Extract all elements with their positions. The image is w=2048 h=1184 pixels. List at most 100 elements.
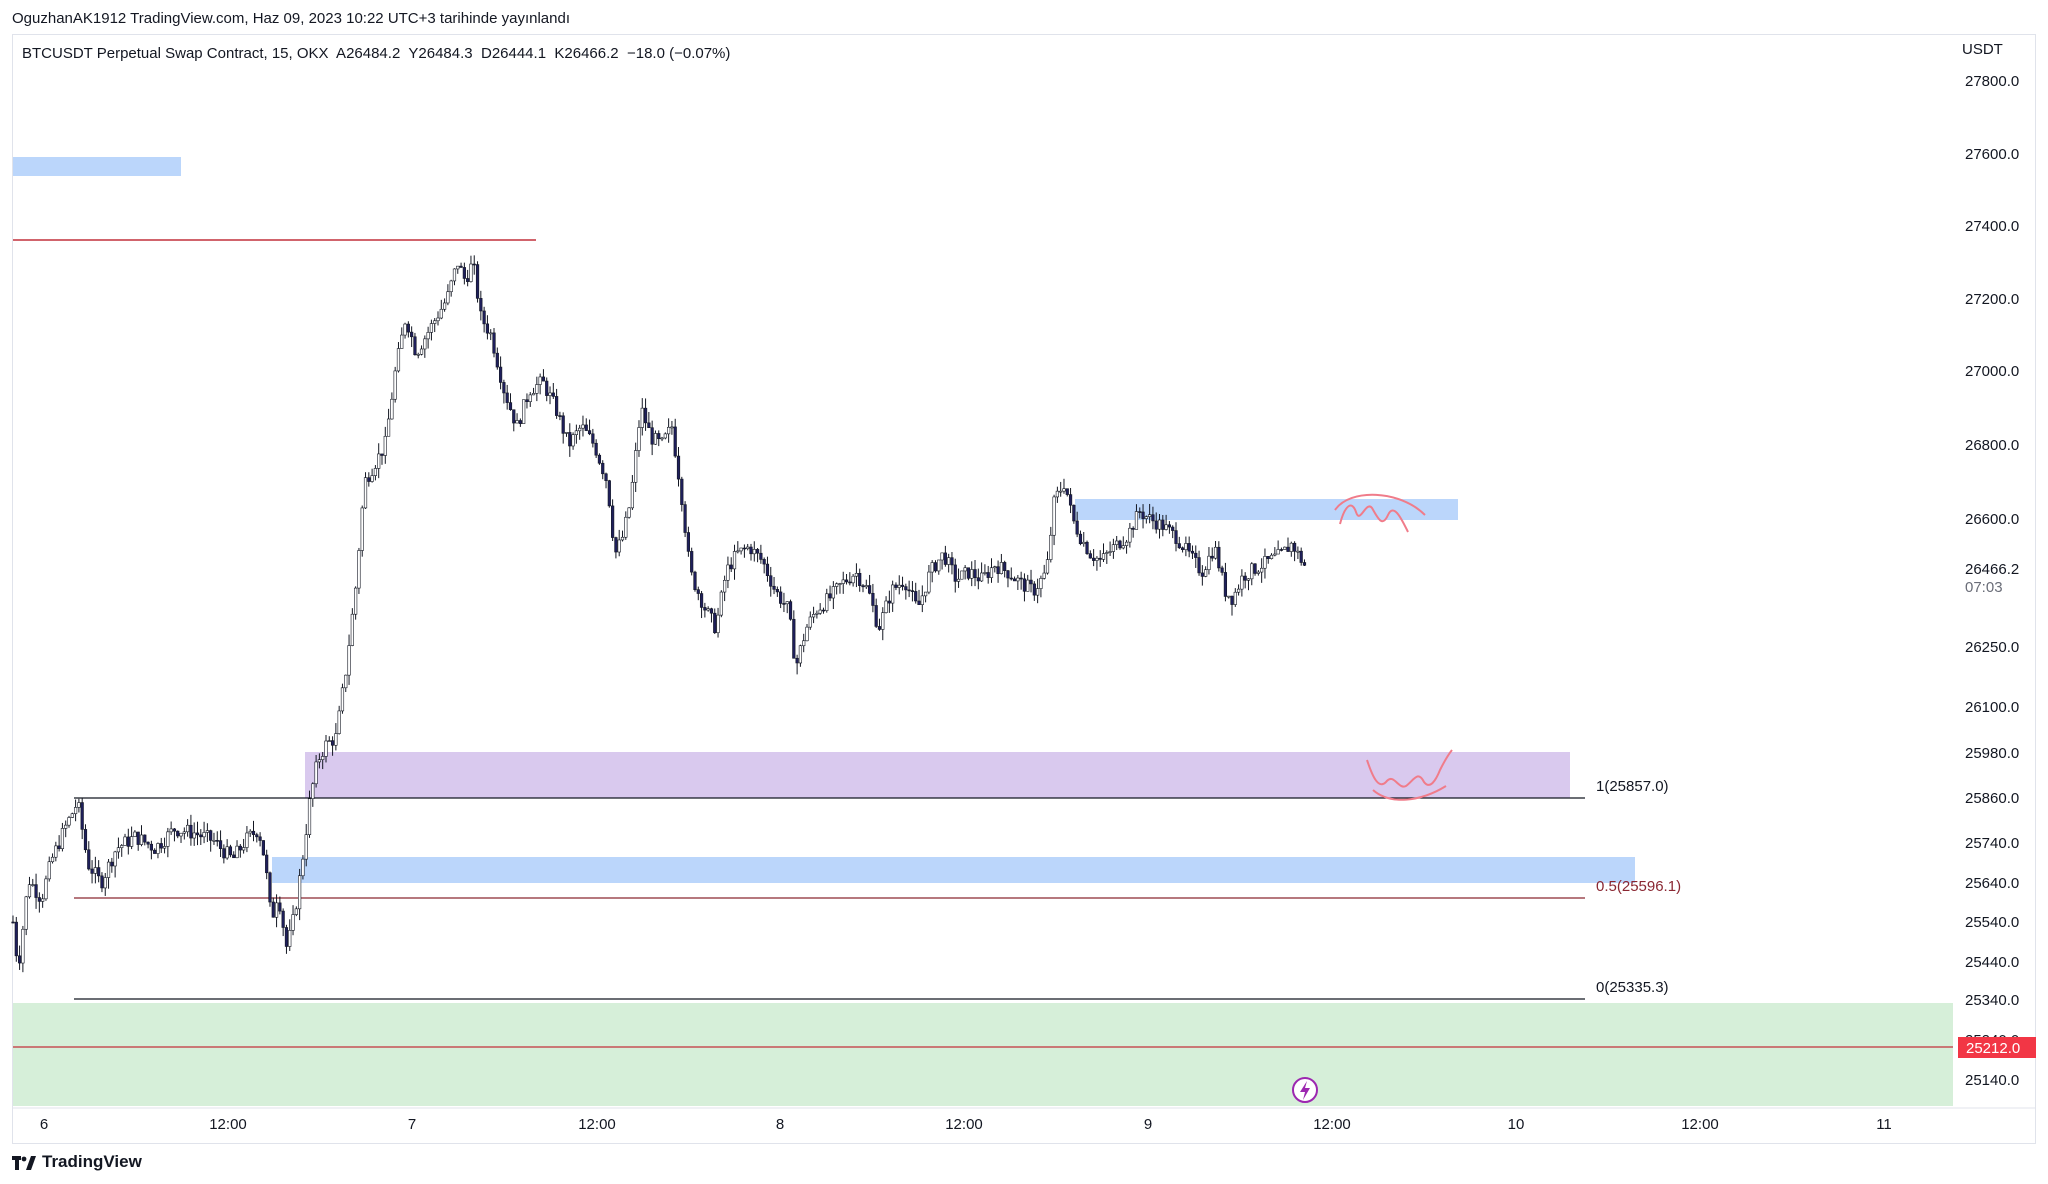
- blue-zone-mid[interactable]: [272, 857, 1635, 883]
- candle-body: [149, 843, 153, 851]
- candle-body: [489, 332, 493, 335]
- candle-body: [215, 840, 219, 842]
- candle-body: [1131, 527, 1135, 530]
- candles-group: [11, 255, 1307, 973]
- low-value: 26444.1: [491, 45, 547, 62]
- high-label: Y: [408, 45, 419, 62]
- drawing-arc-top[interactable]: [1334, 493, 1426, 516]
- candle-body: [472, 263, 476, 266]
- candle-body: [218, 840, 223, 849]
- candle-body: [775, 589, 779, 593]
- candle-body: [1289, 542, 1293, 552]
- drawing-squiggle-bottom[interactable]: [1366, 749, 1453, 788]
- candle-body: [1197, 557, 1201, 574]
- time-tick-label: 9: [1144, 1116, 1152, 1133]
- candle-body: [1049, 534, 1053, 560]
- candle-body: [1223, 572, 1228, 597]
- chart-frame[interactable]: [12, 34, 2036, 1144]
- candle-body: [179, 832, 183, 837]
- candle-body: [77, 802, 81, 808]
- candle-body: [159, 843, 163, 849]
- time-tick-label: 10: [1508, 1116, 1525, 1133]
- symbol-name: BTCUSDT Perpetual Swap Contract, 15, OKX: [22, 45, 329, 62]
- candle-body: [986, 572, 990, 578]
- candle-body: [1115, 540, 1119, 545]
- candle-body: [406, 323, 410, 333]
- candle-body: [723, 579, 727, 593]
- candle-body: [344, 674, 348, 689]
- candle-body: [156, 843, 160, 854]
- published-by-line: OguzhanAK1912 TradingView.com, Haz 09, 2…: [12, 10, 570, 27]
- candle-body: [1019, 577, 1023, 580]
- candle-body: [452, 268, 457, 282]
- candle-body: [1003, 562, 1007, 571]
- candle-body: [989, 567, 994, 578]
- tradingview-logo[interactable]: TradingView: [12, 1152, 142, 1172]
- candle-body: [620, 536, 625, 541]
- drawing-squiggle-top[interactable]: [1339, 504, 1409, 533]
- price-tick-label: 25980.0: [1965, 745, 2019, 762]
- candle-body: [999, 562, 1003, 574]
- candle-body: [347, 645, 351, 676]
- candle-body: [113, 851, 117, 867]
- candle-body: [548, 392, 552, 396]
- alert-price-badge[interactable]: 25212.0: [1958, 1037, 2036, 1058]
- candle-body: [746, 546, 750, 549]
- candle-body: [947, 557, 951, 565]
- last-price-badge[interactable]: 26466.2 07:03: [1965, 561, 2019, 596]
- time-tick-label: 12:00: [945, 1116, 983, 1133]
- candle-body: [555, 396, 559, 416]
- drawing-arc-bottom[interactable]: [1372, 785, 1447, 801]
- candle-body: [1256, 571, 1260, 574]
- candle-body: [324, 740, 328, 757]
- candle-body: [17, 955, 22, 964]
- candle-body: [120, 845, 124, 848]
- currency-label[interactable]: USDT: [1962, 41, 2003, 58]
- candle-body: [1022, 578, 1027, 592]
- candle-body: [782, 603, 786, 605]
- candle-body: [858, 572, 862, 586]
- candle-body: [900, 584, 905, 587]
- candle-body: [693, 571, 697, 590]
- candle-body: [1171, 526, 1175, 531]
- candle-body: [739, 547, 743, 552]
- price-tick-label: 26100.0: [1965, 699, 2019, 716]
- candle-body: [419, 348, 424, 355]
- lightning-icon[interactable]: [1292, 1077, 1318, 1103]
- candle-body: [518, 420, 522, 424]
- candle-body: [1062, 488, 1066, 492]
- candle-body: [591, 433, 595, 444]
- purple-zone-demand[interactable]: [305, 752, 1570, 798]
- candle-body: [1144, 516, 1148, 519]
- candle-body: [176, 830, 180, 837]
- candle-body: [93, 867, 97, 874]
- candle-body: [271, 901, 275, 918]
- candle-body: [202, 832, 206, 838]
- candle-body: [920, 595, 924, 605]
- candle-body: [1039, 578, 1043, 589]
- time-axis[interactable]: 6 12:00 7 12:00 8 12:00 9 12:00 10 12:00 11: [40, 1116, 1892, 1133]
- candle-body: [1032, 583, 1036, 596]
- candle-body: [663, 433, 667, 439]
- candle-body: [732, 551, 737, 570]
- candle-body: [779, 591, 783, 604]
- candle-body: [225, 846, 229, 859]
- candle-body: [917, 600, 921, 605]
- candle-body: [522, 399, 526, 424]
- candle-body: [881, 612, 885, 630]
- candle-body: [1078, 533, 1083, 545]
- symbol-legend: BTCUSDT Perpetual Swap Contract, 15, OKX…: [22, 45, 730, 62]
- blue-zone-resistance[interactable]: [1075, 499, 1458, 520]
- candle-body: [581, 424, 585, 429]
- candle-body: [841, 579, 845, 584]
- candle-body: [1243, 575, 1247, 581]
- candle-body: [337, 710, 341, 734]
- blue-zone-top-left[interactable]: [13, 157, 181, 176]
- candle-body: [1187, 543, 1191, 552]
- candle-body: [1246, 578, 1251, 581]
- candle-body: [821, 609, 826, 612]
- candle-body: [1213, 546, 1218, 559]
- candle-body: [278, 902, 282, 912]
- green-zone-bottom[interactable]: [13, 1003, 1953, 1106]
